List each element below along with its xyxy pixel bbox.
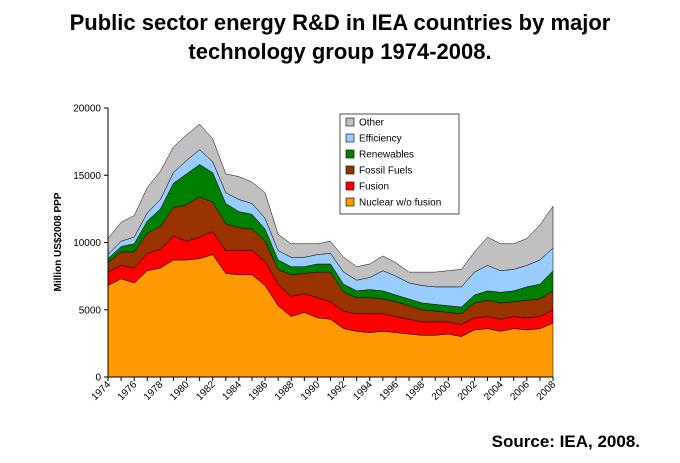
x-tick-label: 1990 [299,379,323,403]
x-tick-label: 2006 [508,379,532,403]
x-tick-label: 2004 [482,379,506,403]
area-other [107,123,554,288]
source-note: Source: IEA, 2008. [491,432,640,451]
legend-label: Efficiency [359,134,402,145]
y-tick-label: 15000 [73,171,101,182]
legend-label: Fossil Fuels [359,166,412,177]
x-tick-label: 1978 [142,379,166,403]
legend-label: Other [359,118,385,129]
chart-title-line-2: technology group 1974-2008. [188,39,492,64]
legend-swatch [345,165,355,175]
x-tick-label: 1980 [168,379,192,403]
legend-label: Renewables [359,150,414,161]
x-tick-label: 1986 [247,379,271,403]
legend-swatch [345,133,355,143]
x-tick-label: 1998 [404,379,428,403]
x-tick-label: 1988 [273,379,297,403]
x-tick-label: 2000 [430,379,454,403]
x-tick-label: 2008 [535,379,559,403]
x-tick-label: 1982 [194,379,218,403]
y-axis-label: Million US$2008 PPP [53,192,64,291]
x-tick-label: 1992 [325,379,349,403]
legend-swatch [345,197,355,207]
y-tick-label: 10000 [73,238,101,249]
x-tick-label: 1996 [378,379,402,403]
chart-legend: Other Efficiency Renewables Fossil Fuels Fus… [339,113,460,215]
x-tick-label: 1984 [220,379,244,403]
x-tick-label: 2002 [456,379,480,403]
x-tick-label: 1976 [116,379,140,403]
legend-swatch [345,149,355,159]
legend-swatch [345,117,355,127]
legend-swatch [345,181,355,191]
chart-title: Public sector energy R&D in IEA countrie… [0,8,680,66]
chart-areas [107,123,554,378]
x-tick-label: 1974 [90,379,114,403]
legend-box [339,113,460,215]
y-tick-label: 20000 [73,104,101,115]
legend-label: Fusion [359,182,389,193]
y-tick-label: 5000 [79,305,102,316]
chart-title-line-1: Public sector energy R&D in IEA countrie… [69,10,611,35]
y-tick-label: 0 [95,373,101,384]
legend-label: Nuclear w/o fusion [359,198,441,209]
x-tick-label: 1994 [351,379,375,403]
